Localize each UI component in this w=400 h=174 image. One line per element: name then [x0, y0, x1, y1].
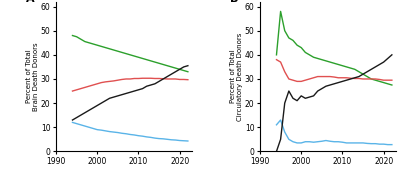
- Y-axis label: Percent of Total
Brain Death Donors: Percent of Total Brain Death Donors: [26, 42, 39, 111]
- Text: B: B: [230, 0, 238, 4]
- Text: A: A: [26, 0, 35, 4]
- Y-axis label: Percent of Total
Circulatory Death Donors: Percent of Total Circulatory Death Donor…: [230, 32, 243, 121]
